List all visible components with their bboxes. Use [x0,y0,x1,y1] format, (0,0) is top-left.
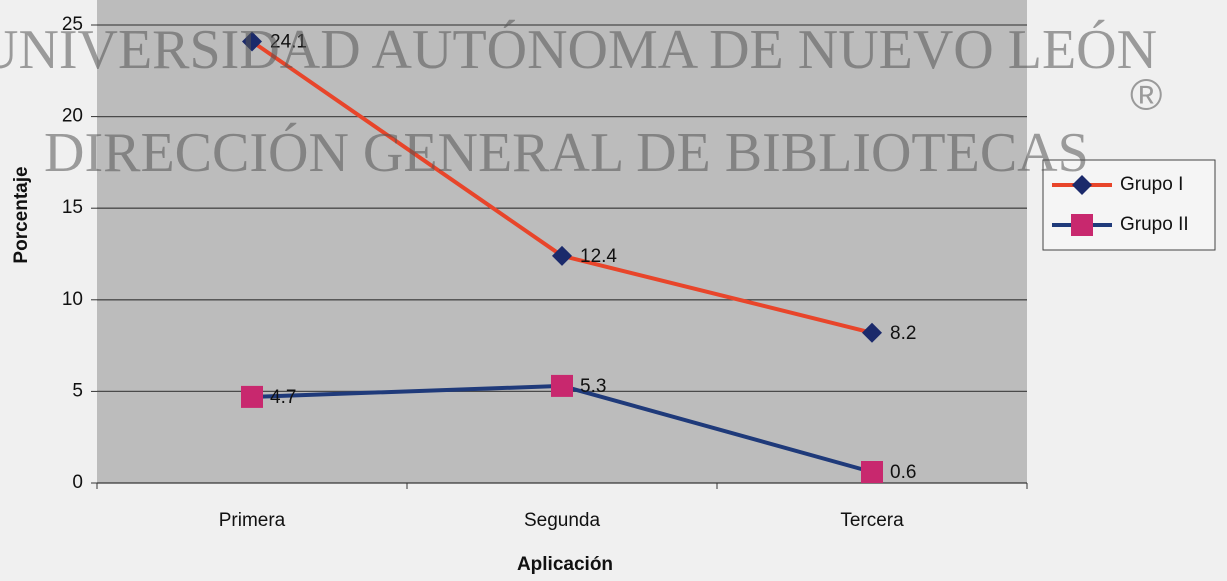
data-label: 4.7 [270,387,296,408]
y-axis-label: Porcentaje [11,166,32,263]
y-tick-label: 5 [72,380,83,401]
legend-label: Grupo II [1120,214,1189,235]
legend-marker [1071,214,1093,236]
data-point [242,31,262,52]
x-tick-label: Tercera [840,510,904,531]
data-point [861,461,883,484]
data-label: 12.4 [580,246,617,267]
y-tick-label: 10 [62,289,83,310]
data-point [241,385,263,408]
watermark: DIRECCIÓN GENERAL DE BIBLIOTECAS [44,121,1089,184]
watermark: UNIVERSIDAD AUTÓNOMA DE NUEVO LEÓN [0,18,1157,81]
data-label: 0.6 [890,462,916,483]
data-label: 5.3 [580,376,606,397]
data-label: 24.1 [270,32,307,53]
watermark: ® [1130,71,1162,120]
y-tick-label: 25 [62,14,83,35]
y-tick-label: 20 [62,106,83,127]
legend-marker [1072,175,1092,195]
legend-label: Grupo I [1120,174,1183,195]
data-point [552,245,572,266]
y-tick-label: 15 [62,197,83,218]
x-axis-label: Aplicación [517,554,613,575]
data-label: 8.2 [890,323,916,344]
y-tick-label: 0 [72,472,83,493]
data-point [862,322,882,343]
x-tick-label: Primera [219,510,286,531]
x-tick-label: Segunda [524,510,601,531]
data-point [551,374,573,397]
